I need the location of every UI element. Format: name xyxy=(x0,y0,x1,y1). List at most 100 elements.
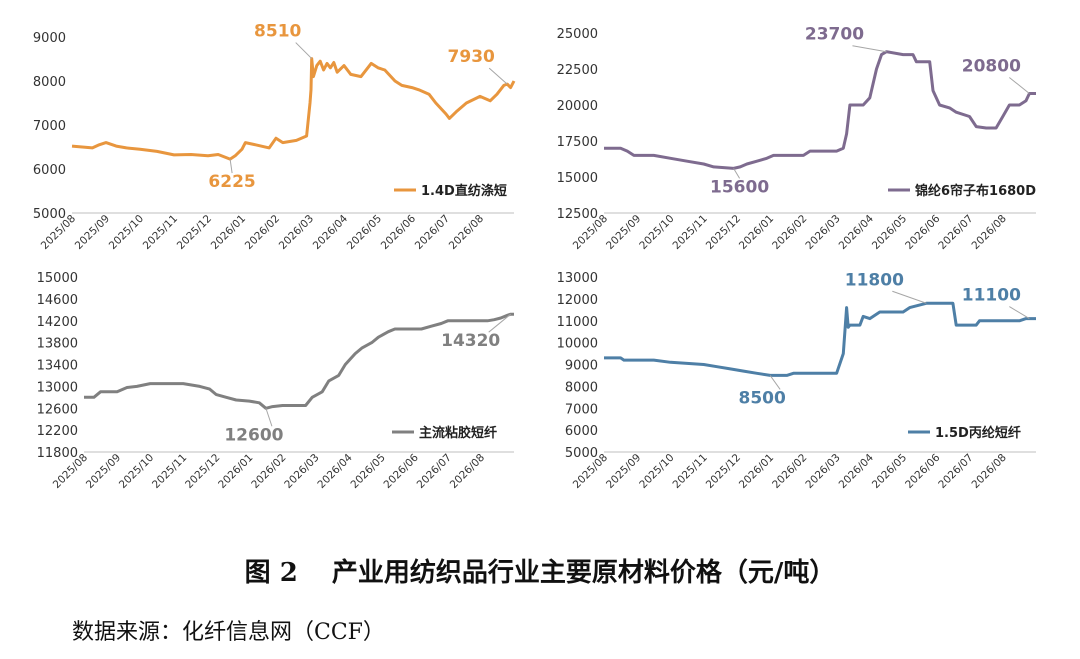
chart-panel-4: 5000 6000 7000 8000 9000 10000 11000 12000 13000… xyxy=(557,270,1036,491)
x-tick-label: 2025/10 xyxy=(107,213,146,252)
y-tick-label: 14600 xyxy=(37,293,78,308)
callout-leader xyxy=(733,168,741,179)
x-tick-label: 2026/07 xyxy=(415,452,454,491)
y-tick-label: 12500 xyxy=(557,207,598,222)
y-tick-label: 5000 xyxy=(565,446,598,461)
callout-leader xyxy=(852,45,887,53)
x-tick-label: 2026/03 xyxy=(803,213,842,252)
x-tick-label: 2026/05 xyxy=(345,213,384,252)
y-tick-label: 10000 xyxy=(557,337,598,352)
figure-caption: 图 2 产业用纺织品行业主要原材料价格（元/吨） xyxy=(0,552,1080,589)
y-tick-label: 13400 xyxy=(37,359,78,374)
x-tick-label: 2026/05 xyxy=(870,452,909,491)
legend-label: 1.4D直纺涤短 xyxy=(421,183,507,199)
callout-leader xyxy=(295,42,313,59)
y-tick-label: 14200 xyxy=(37,315,78,330)
y-tick-label: 6000 xyxy=(33,163,66,178)
x-tick-label: 2025/11 xyxy=(150,452,189,491)
y-tick-label: 11800 xyxy=(37,446,78,461)
y-tick-label: 15000 xyxy=(37,271,78,286)
x-tick-label: 2025/10 xyxy=(637,213,676,252)
callout-leader xyxy=(265,408,273,427)
series-line xyxy=(71,57,516,161)
callout-leader xyxy=(769,375,781,390)
data-label: 7930 xyxy=(448,47,495,67)
y-tick-label: 6000 xyxy=(565,424,598,439)
x-tick-label: 2026/08 xyxy=(970,213,1009,252)
x-tick-label: 2026/04 xyxy=(837,212,877,252)
y-tick-label: 7000 xyxy=(565,402,598,417)
x-tick-label: 2025/11 xyxy=(141,213,180,252)
x-tick-label: 2026/04 xyxy=(315,451,355,491)
x-tick-label: 2026/06 xyxy=(903,212,943,252)
data-label: 8510 xyxy=(254,22,301,42)
y-tick-label: 17500 xyxy=(557,135,598,150)
x-tick-label: 2026/07 xyxy=(413,213,452,252)
x-tick-label: 2026/08 xyxy=(448,452,487,491)
series-line xyxy=(604,301,1036,377)
chart-panel-3: 11800 12200 12600 13000 13400 13800 14200 14600… xyxy=(37,271,514,491)
data-label: 8500 xyxy=(738,388,785,408)
x-tick-label: 2025/10 xyxy=(117,452,156,491)
x-tick-label: 2025/09 xyxy=(604,213,643,252)
y-tick-label: 22500 xyxy=(557,63,598,78)
x-tick-label: 2025/12 xyxy=(704,452,743,491)
x-tick-label: 2025/12 xyxy=(183,452,222,491)
x-tick-label: 2026/01 xyxy=(209,213,248,252)
chart-grid: 500060007000800090002025/082025/092025/1… xyxy=(33,22,1037,491)
data-source: 数据来源：化纤信息网（CCF） xyxy=(72,620,385,645)
x-tick-label: 2026/08 xyxy=(970,452,1009,491)
y-tick-label: 12000 xyxy=(557,293,598,308)
x-tick-label: 2025/10 xyxy=(637,452,676,491)
callout-leader xyxy=(1009,306,1030,319)
figure-number: 图 2 xyxy=(244,558,298,588)
x-tick-label: 2026/06 xyxy=(903,451,943,491)
data-label: 6225 xyxy=(208,172,255,192)
chart-panel-1: 500060007000800090002025/082025/092025/1… xyxy=(33,22,516,252)
callout-leader xyxy=(488,313,512,333)
y-tick-label: 8000 xyxy=(565,380,598,395)
x-tick-label: 2025/09 xyxy=(73,213,112,252)
x-tick-label: 2026/07 xyxy=(936,213,975,252)
legend-label: 主流粘胶短纤 xyxy=(419,425,497,441)
data-label: 20800 xyxy=(962,56,1021,76)
x-tick-label: 2025/12 xyxy=(175,213,214,252)
x-tick-label: 2026/02 xyxy=(770,213,809,252)
y-tick-label: 11000 xyxy=(557,315,598,330)
y-tick-label: 25000 xyxy=(557,27,598,42)
x-tick-label: 2026/03 xyxy=(282,452,321,491)
y-tick-label: 7000 xyxy=(33,119,66,134)
y-tick-label: 20000 xyxy=(557,99,598,114)
figure-title: 产业用纺织品行业主要原材料价格（元/吨） xyxy=(331,558,836,588)
x-tick-label: 2026/05 xyxy=(870,213,909,252)
y-tick-label: 5000 xyxy=(33,207,66,222)
x-tick-label: 2026/07 xyxy=(936,452,975,491)
legend-label: 锦纶6帘子布1680D xyxy=(915,183,1036,199)
x-tick-label: 2026/06 xyxy=(379,212,419,252)
y-tick-label: 13800 xyxy=(37,337,78,352)
x-tick-label: 2026/03 xyxy=(803,452,842,491)
data-label: 23700 xyxy=(805,25,864,45)
x-tick-label: 2026/04 xyxy=(837,451,877,491)
x-tick-label: 2025/09 xyxy=(604,452,643,491)
x-tick-label: 2025/11 xyxy=(670,452,709,491)
series-line xyxy=(84,312,514,410)
data-label: 12600 xyxy=(224,425,283,445)
data-label: 14320 xyxy=(441,331,500,351)
x-tick-label: 2026/01 xyxy=(216,452,255,491)
x-tick-label: 2025/12 xyxy=(704,213,743,252)
x-tick-label: 2026/01 xyxy=(737,452,776,491)
y-tick-label: 13000 xyxy=(37,380,78,395)
x-tick-label: 2026/03 xyxy=(277,213,316,252)
x-tick-label: 2026/02 xyxy=(770,452,809,491)
x-tick-label: 2026/01 xyxy=(737,213,776,252)
legend-label: 1.5D丙纶短纤 xyxy=(935,425,1021,441)
y-tick-label: 15000 xyxy=(557,171,598,186)
y-tick-label: 12200 xyxy=(37,424,78,439)
callout-leader xyxy=(1009,77,1030,94)
series-line xyxy=(604,50,1036,170)
data-label: 15600 xyxy=(710,177,769,197)
y-tick-label: 13000 xyxy=(557,271,598,286)
y-tick-label: 9000 xyxy=(33,31,66,46)
chart-panel-2: 1250015000175002000022500250002025/08202… xyxy=(557,25,1037,252)
